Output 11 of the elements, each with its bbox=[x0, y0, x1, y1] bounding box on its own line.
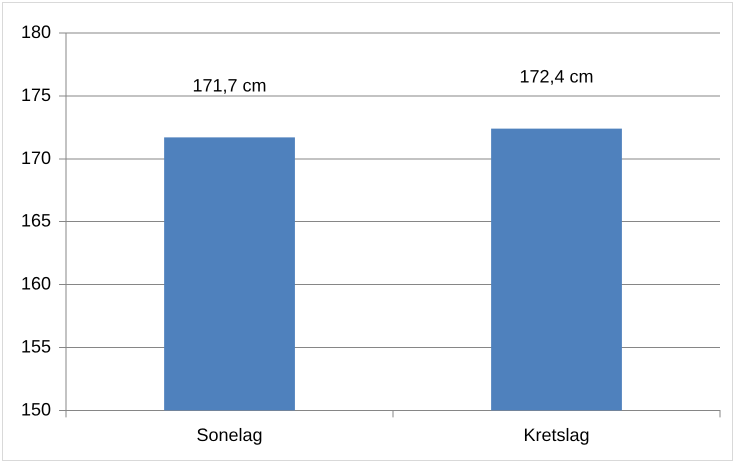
y-tick-label: 160 bbox=[20, 274, 52, 294]
y-tick-label: 175 bbox=[20, 84, 52, 105]
data-label: 171,7 cm bbox=[192, 75, 267, 96]
data-label: 172,4 cm bbox=[519, 66, 594, 87]
y-tick-label: 165 bbox=[20, 210, 52, 231]
y-tick-label: 150 bbox=[20, 399, 52, 420]
x-tick-label: Sonelag bbox=[196, 425, 263, 446]
y-tick-label: 170 bbox=[20, 148, 52, 168]
y-tick-label: 155 bbox=[20, 336, 52, 356]
y-tick-label: 180 bbox=[20, 22, 52, 42]
x-tick-label: Kretslag bbox=[523, 425, 590, 446]
